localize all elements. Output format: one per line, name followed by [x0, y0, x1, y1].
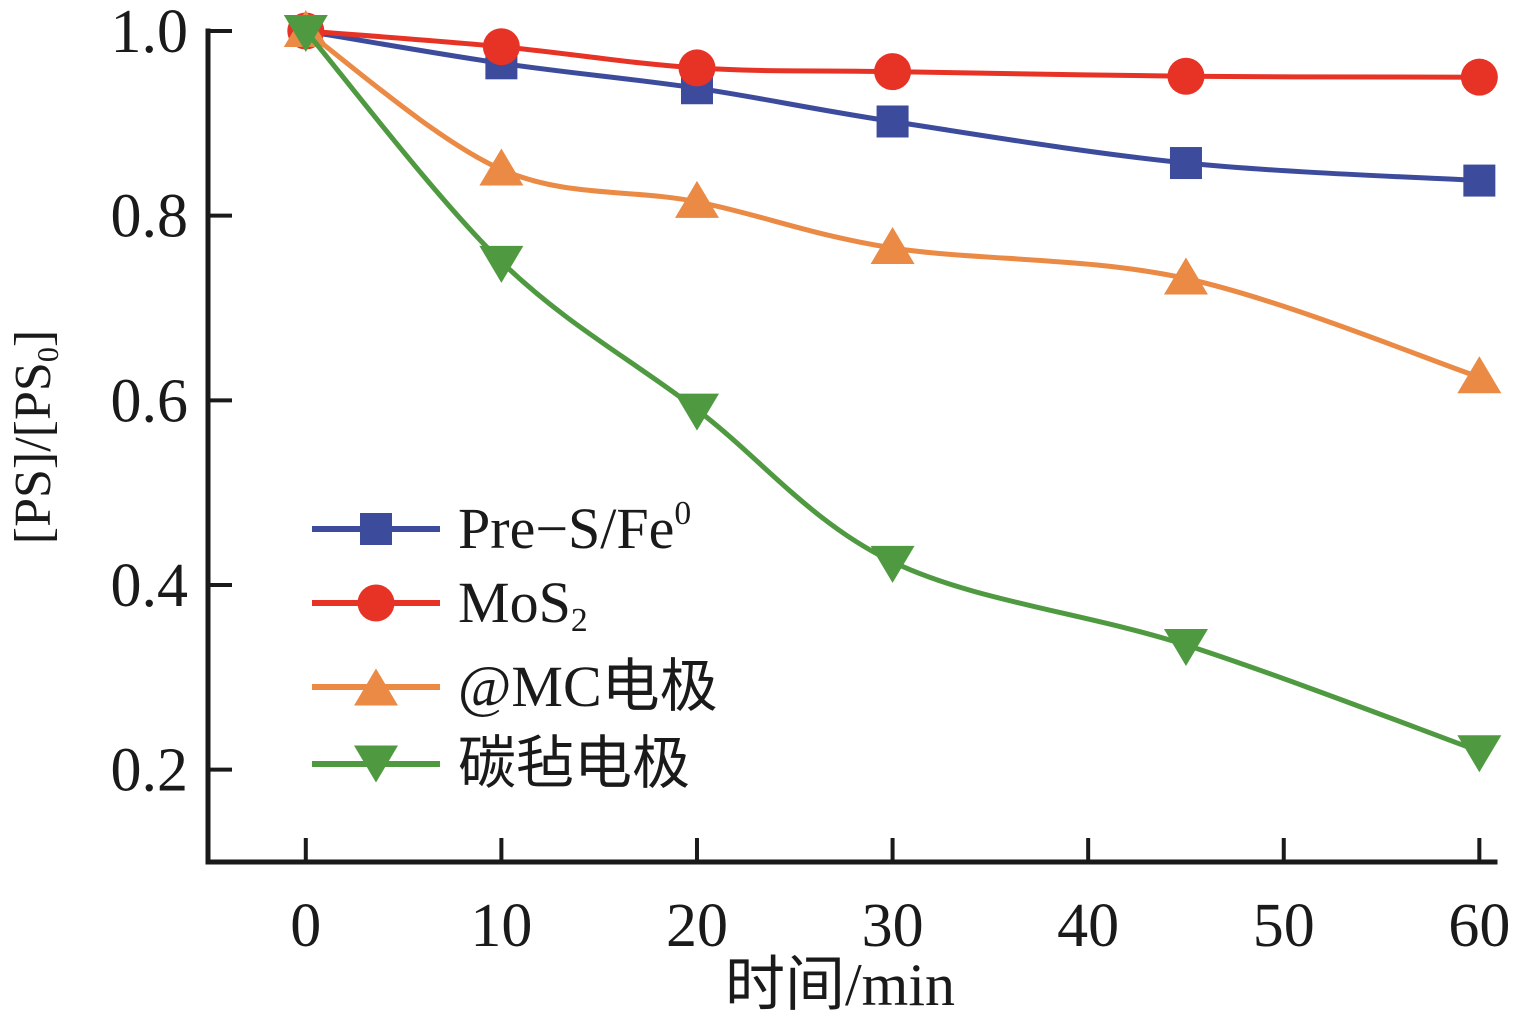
circle-marker-icon — [678, 49, 716, 87]
square-marker-icon — [1463, 164, 1496, 197]
circle-marker-icon — [482, 28, 520, 66]
text-part: 0 — [674, 494, 692, 532]
triangle-up-marker-icon — [1457, 356, 1502, 394]
legend-item-3: 碳毡电极 — [312, 727, 690, 801]
x-tick-label: 40 — [1057, 892, 1119, 960]
x-tick-label: 10 — [470, 892, 532, 960]
text-part: 2 — [570, 602, 588, 640]
triangle-up-marker-icon — [870, 226, 915, 264]
triangle-up-marker-icon — [479, 148, 524, 186]
triangle-down-marker-icon — [354, 745, 398, 783]
x-tick-label: 50 — [1253, 892, 1315, 960]
y-tick-label: 0.8 — [111, 183, 189, 251]
legend-label-2: @MC电极 — [458, 658, 718, 716]
y-tick-label: 0.4 — [111, 552, 189, 620]
legend-item-2: @MC电极 — [312, 650, 718, 724]
y-tick-label: 1.0 — [111, 0, 189, 66]
square-marker-icon — [876, 105, 909, 138]
circle-marker-icon — [1167, 57, 1205, 95]
y-tick-label: 0.6 — [111, 367, 189, 435]
triangle-up-marker-icon — [354, 668, 398, 706]
y-tick-label: 0.2 — [111, 737, 189, 805]
legend-label-0: Pre−S/Fe0 — [458, 496, 691, 558]
circle-marker-icon — [1460, 58, 1498, 96]
text-part: Pre−S/Fe — [458, 496, 675, 561]
x-tick-label: 20 — [666, 892, 728, 960]
square-marker-icon — [360, 513, 392, 545]
circle-marker-icon — [874, 53, 912, 91]
legend-label-1: MoS2 — [458, 574, 588, 638]
x-tick-label: 0 — [290, 892, 321, 960]
triangle-down-marker-icon — [1163, 629, 1208, 667]
legend-item-1: MoS2 — [312, 566, 588, 640]
legend-line-sample — [312, 584, 440, 622]
triangle-up-marker-icon — [1163, 257, 1208, 295]
x-tick-label: 30 — [862, 892, 924, 960]
text-part: 碳毡电极 — [458, 731, 691, 796]
circle-marker-icon — [357, 584, 395, 622]
legend-line-sample — [312, 513, 440, 545]
triangle-down-marker-icon — [870, 545, 915, 583]
x-axis-label: 时间/min — [724, 952, 955, 1018]
series-line-3 — [303, 29, 1481, 754]
text-part: @MC电极 — [458, 654, 718, 719]
triangle-up-marker-icon — [674, 180, 719, 218]
text-part: MoS — [458, 570, 571, 635]
legend-label-3: 碳毡电极 — [458, 735, 690, 793]
series-line-2 — [304, 28, 1481, 380]
triangle-down-marker-icon — [479, 245, 524, 283]
legend-line-sample — [312, 668, 440, 706]
triangle-down-marker-icon — [1457, 735, 1502, 773]
legend-item-0: Pre−S/Fe0 — [312, 492, 691, 566]
triangle-down-marker-icon — [674, 393, 719, 431]
x-tick-label: 60 — [1448, 892, 1510, 960]
triangle-down-marker-icon — [283, 15, 328, 52]
legend-line-sample — [312, 745, 440, 783]
square-marker-icon — [1169, 147, 1202, 180]
